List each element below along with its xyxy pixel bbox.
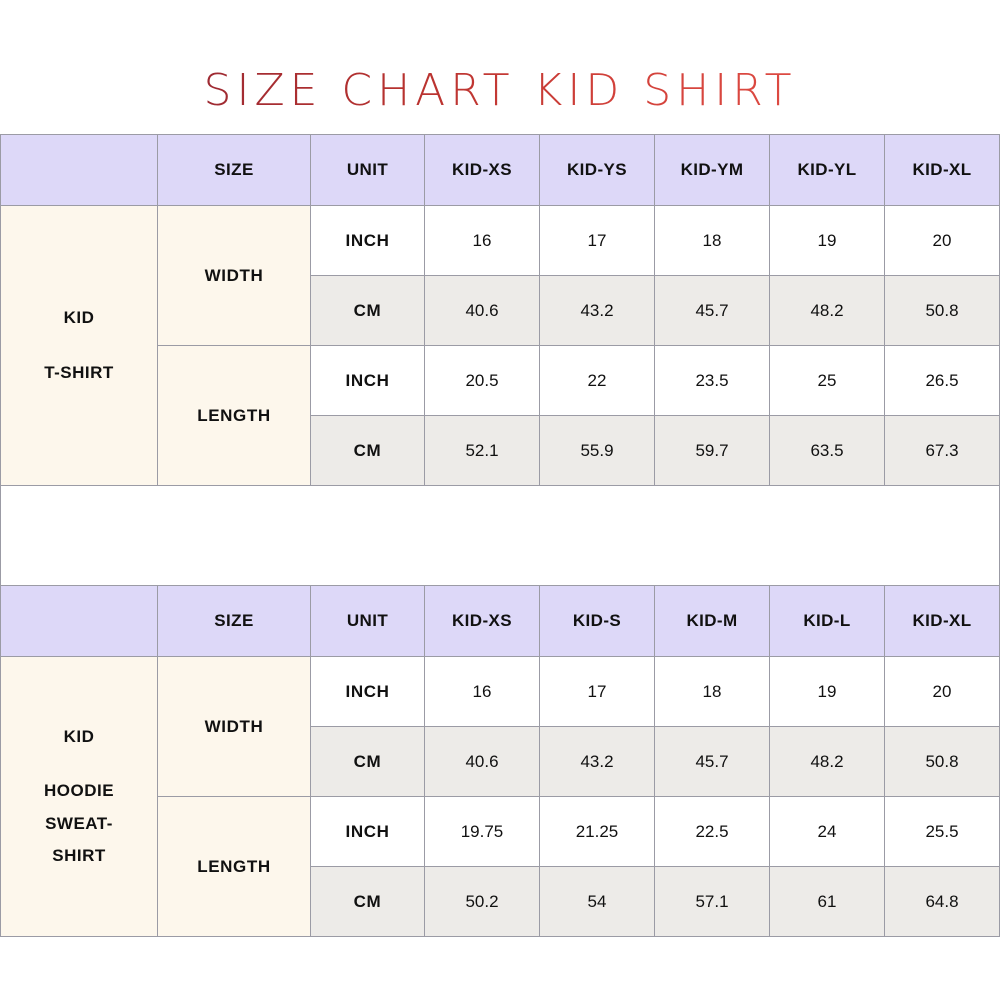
category-spacer — [1, 335, 157, 357]
header-size-kid-m-hoodie: KID-M — [654, 585, 770, 657]
value-cell: 48.2 — [769, 275, 885, 346]
header-row-hoodie: SIZE UNIT KID-XS KID-S KID-M KID-L KID-X… — [0, 585, 1000, 657]
table-row: LENGTH INCH 19.75 21.25 22.5 24 25.5 — [1, 796, 1000, 937]
table-row: CM 40.6 43.2 45.7 48.2 50.8 — [1, 726, 1000, 797]
value-cell: 48.2 — [769, 726, 885, 797]
header-row-tshirt: SIZE UNIT KID-XS KID-YS KID-YM KID-YL KI… — [0, 134, 1000, 206]
title-container: SIZE CHART KID SHIRT — [0, 0, 1000, 143]
value-cell: 40.6 — [424, 726, 540, 797]
value-cell: 45.7 — [654, 275, 770, 346]
table-row: LENGTH INCH 20.5 22 23.5 25 26.5 — [1, 345, 1000, 486]
table-row: CM 52.1 55.9 59.7 63.5 67.3 — [1, 415, 1000, 486]
category-line: KID — [63, 308, 95, 328]
header-size-kid-s-hoodie: KID-S — [539, 585, 655, 657]
header-size-kid-l-hoodie: KID-L — [769, 585, 885, 657]
value-cell: 50.2 — [424, 866, 540, 937]
header-size-kid-xl-tshirt: KID-XL — [884, 134, 1000, 206]
value-cell: 20 — [884, 656, 1000, 727]
measurement-label-width-tshirt: WIDTH — [157, 205, 311, 346]
category-label-hoodie: KID HOODIE SWEAT- SHIRT — [0, 656, 158, 937]
table-body: SIZE UNIT KID-XS KID-YS KID-YM KID-YL KI… — [0, 134, 1000, 937]
value-cell: 59.7 — [654, 415, 770, 486]
measurement-label-length-hoodie: LENGTH — [157, 796, 311, 937]
header-size-kid-ym-tshirt: KID-YM — [654, 134, 770, 206]
value-cell: 24 — [769, 796, 885, 867]
value-cell: 43.2 — [539, 726, 655, 797]
value-cell: 21.25 — [539, 796, 655, 867]
value-cell: 17 — [539, 205, 655, 276]
value-cell: 20.5 — [424, 345, 540, 416]
value-cell: 57.1 — [654, 866, 770, 937]
value-cell: 25 — [769, 345, 885, 416]
size-tables-container: SIZE UNIT KID-XS KID-YS KID-YM KID-YL KI… — [0, 134, 1000, 937]
unit-label: INCH — [310, 656, 425, 727]
value-cell: 50.8 — [884, 275, 1000, 346]
page-title: SIZE CHART KID SHIRT — [203, 65, 797, 117]
table-spacer-row — [0, 485, 1000, 586]
header-size-kid-xs-hoodie: KID-XS — [424, 585, 540, 657]
value-cell: 19 — [769, 656, 885, 727]
value-cell: 16 — [424, 656, 540, 727]
header-blank-cell-tshirt — [0, 134, 158, 206]
header-unit-tshirt: UNIT — [310, 134, 425, 206]
header-size-kid-yl-tshirt: KID-YL — [769, 134, 885, 206]
value-cell: 50.8 — [884, 726, 1000, 797]
table-row: CM 40.6 43.2 45.7 48.2 50.8 — [1, 275, 1000, 346]
value-cell: 25.5 — [884, 796, 1000, 867]
unit-label: INCH — [310, 345, 425, 416]
value-cell: 26.5 — [884, 345, 1000, 416]
header-size-hoodie: SIZE — [157, 585, 311, 657]
table-spacer-cell — [0, 485, 1000, 586]
category-line: HOODIE — [43, 781, 115, 801]
value-cell: 18 — [654, 205, 770, 276]
value-cell: 22 — [539, 345, 655, 416]
header-blank-cell-hoodie — [0, 585, 158, 657]
header-size-kid-xs-tshirt: KID-XS — [424, 134, 540, 206]
value-cell: 17 — [539, 656, 655, 727]
value-cell: 19.75 — [424, 796, 540, 867]
value-cell: 52.1 — [424, 415, 540, 486]
unit-label: CM — [310, 866, 425, 937]
value-cell: 54 — [539, 866, 655, 937]
category-line: SHIRT — [52, 845, 106, 865]
value-cell: 19 — [769, 205, 885, 276]
header-size-kid-ys-tshirt: KID-YS — [539, 134, 655, 206]
value-cell: 43.2 — [539, 275, 655, 346]
table-row: KID T-SHIRT WIDTH INCH 16 17 18 19 20 — [0, 205, 1000, 486]
measurement-label-width-hoodie: WIDTH — [157, 656, 311, 797]
value-cell: 16 — [424, 205, 540, 276]
value-cell: 45.7 — [654, 726, 770, 797]
value-cell: 61 — [769, 866, 885, 937]
unit-label: INCH — [310, 796, 425, 867]
unit-label: CM — [310, 415, 425, 486]
value-cell: 64.8 — [884, 866, 1000, 937]
unit-label: CM — [310, 275, 425, 346]
value-cell: 55.9 — [539, 415, 655, 486]
header-unit-hoodie: UNIT — [310, 585, 425, 657]
table-row: CM 50.2 54 57.1 61 64.8 — [1, 866, 1000, 937]
value-cell: 23.5 — [654, 345, 770, 416]
category-line: SWEAT- — [45, 813, 113, 833]
value-cell: 18 — [654, 656, 770, 727]
category-label-tshirt: KID T-SHIRT — [0, 205, 158, 486]
value-cell: 63.5 — [769, 415, 885, 486]
value-cell: 20 — [884, 205, 1000, 276]
value-cell: 67.3 — [884, 415, 1000, 486]
category-line: KID — [63, 726, 95, 746]
category-spacer — [1, 753, 157, 775]
category-line: T-SHIRT — [44, 362, 114, 382]
size-chart-table: SIZE UNIT KID-XS KID-YS KID-YM KID-YL KI… — [0, 134, 1000, 937]
header-size-tshirt: SIZE — [157, 134, 311, 206]
unit-label: INCH — [310, 205, 425, 276]
value-cell: 40.6 — [424, 275, 540, 346]
unit-label: CM — [310, 726, 425, 797]
value-cell: 22.5 — [654, 796, 770, 867]
header-size-kid-xl-hoodie: KID-XL — [884, 585, 1000, 657]
table-row: KID HOODIE SWEAT- SHIRT WIDTH INCH 16 17… — [0, 656, 1000, 937]
measurement-label-length-tshirt: LENGTH — [157, 345, 311, 486]
